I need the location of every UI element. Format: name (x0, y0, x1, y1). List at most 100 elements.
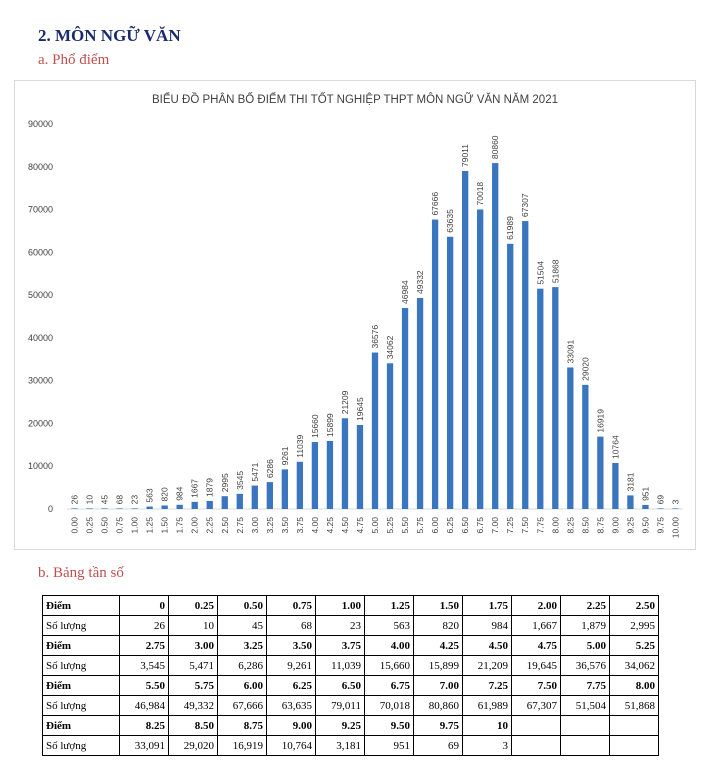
x-tick-label: 9.25 (625, 517, 635, 534)
bar (461, 171, 469, 510)
y-tick-label: 30000 (28, 376, 53, 386)
data-label: 69 (655, 495, 665, 505)
x-tick-label: 7.50 (520, 517, 530, 534)
count-cell: 67,666 (217, 695, 267, 716)
bar (537, 288, 544, 509)
count-cell: 69 (413, 735, 463, 756)
x-tick-label: 5.50 (400, 517, 410, 534)
x-tick-label: 3.00 (250, 517, 260, 534)
table-row-counts: Số lượng 26 10 45 68 23 563 820 984 1,667 1,879 2,9… (42, 615, 659, 636)
x-tick-label: 1.00 (130, 517, 140, 534)
count-cell: 80,860 (413, 695, 463, 716)
count-cell: 15,899 (413, 655, 463, 676)
data-label: 5471 (250, 462, 260, 481)
data-label: 29020 (580, 357, 590, 381)
data-label: 26 (70, 495, 80, 505)
x-tick-label: 9.50 (640, 517, 650, 534)
data-label: 34062 (385, 335, 395, 359)
y-tick-label: 80000 (28, 162, 53, 172)
count-cell: 26 (119, 615, 169, 636)
score-cell: 9.25 (315, 715, 365, 736)
score-cell: 3.50 (266, 635, 316, 656)
bar (507, 243, 514, 509)
data-label: 36576 (370, 325, 380, 349)
row-label-score: Điểm (42, 635, 120, 656)
data-label: 51504 (535, 261, 545, 285)
count-cell: 15,660 (364, 655, 414, 676)
data-label: 68 (115, 495, 125, 505)
row-label-count: Số lượng (42, 615, 120, 636)
bar (281, 469, 289, 509)
count-cell: 79,011 (315, 695, 365, 716)
count-cell: 1,879 (560, 615, 610, 636)
data-label: 46984 (400, 280, 410, 304)
row-label-score: Điểm (42, 715, 120, 736)
x-tick-label: 4.50 (340, 517, 350, 534)
x-tick-label: 9.75 (655, 517, 665, 534)
data-label: 79011 (460, 144, 470, 167)
count-cell: 820 (413, 615, 463, 636)
x-tick-label: 0.25 (85, 517, 95, 534)
score-cell: 3.25 (217, 635, 267, 656)
bar (86, 508, 93, 509)
bar (627, 495, 634, 509)
y-tick-label: 50000 (28, 290, 53, 300)
bar (446, 236, 454, 509)
x-tick-label: 8.25 (565, 517, 575, 534)
score-cell: 8.25 (119, 715, 169, 736)
data-label: 951 (640, 486, 650, 500)
x-tick-label: 6.00 (430, 517, 440, 534)
count-cell: 2,995 (609, 615, 659, 636)
score-cell: 10 (462, 715, 512, 736)
score-cell: 7.50 (511, 675, 561, 696)
score-cell: 2.75 (119, 635, 169, 656)
bar (401, 308, 409, 509)
bar (416, 297, 424, 509)
bar (597, 436, 604, 509)
bar (386, 363, 394, 509)
data-label: 63635 (445, 209, 455, 233)
score-cell: 5.25 (609, 635, 659, 656)
bar (176, 504, 183, 509)
bar (341, 418, 349, 509)
count-cell: 16,919 (217, 735, 267, 756)
score-cell: 9.75 (413, 715, 463, 736)
row-label-score: Điểm (42, 675, 120, 696)
count-cell: 5,471 (168, 655, 218, 676)
section-heading: 2. MÔN NGỮ VĂN (38, 26, 181, 45)
count-cell: 49,332 (168, 695, 218, 716)
score-cell: 9.00 (266, 715, 316, 736)
count-cell: 6,286 (217, 655, 267, 676)
data-label: 10 (85, 495, 95, 505)
x-tick-label: 8.75 (595, 517, 605, 534)
data-label: 21209 (340, 390, 350, 414)
count-cell: 45 (217, 615, 267, 636)
bar (326, 440, 334, 509)
count-cell: 10,764 (266, 735, 316, 756)
count-cell: 51,868 (609, 695, 659, 716)
score-cell: 0 (119, 595, 169, 616)
bar (251, 485, 258, 509)
count-cell: 3,545 (119, 655, 169, 676)
score-cell: 7.25 (462, 675, 512, 696)
x-tick-label: 6.25 (445, 517, 455, 534)
x-tick-label: 5.75 (415, 517, 425, 534)
data-label: 563 (145, 488, 155, 502)
count-cell: 46,984 (119, 695, 169, 716)
bar (612, 462, 619, 509)
table-row-scores: Điểm 8.25 8.50 8.75 9.00 9.25 9.50 9.75 10 (42, 715, 659, 736)
data-label: 67307 (520, 193, 530, 217)
bar (672, 508, 679, 509)
data-label: 16919 (595, 409, 605, 433)
bar (266, 482, 273, 509)
score-cell: 2.25 (560, 595, 610, 616)
count-cell: 10 (168, 615, 218, 636)
x-tick-label: 1.50 (160, 517, 170, 534)
subsection-score-distribution: a. Phổ điểm (38, 52, 110, 68)
count-cell: 34,062 (609, 655, 659, 676)
bar (146, 506, 153, 509)
bar (567, 367, 574, 509)
y-tick-label: 70000 (28, 205, 53, 215)
bar (371, 352, 379, 509)
score-cell: 5.00 (560, 635, 610, 656)
